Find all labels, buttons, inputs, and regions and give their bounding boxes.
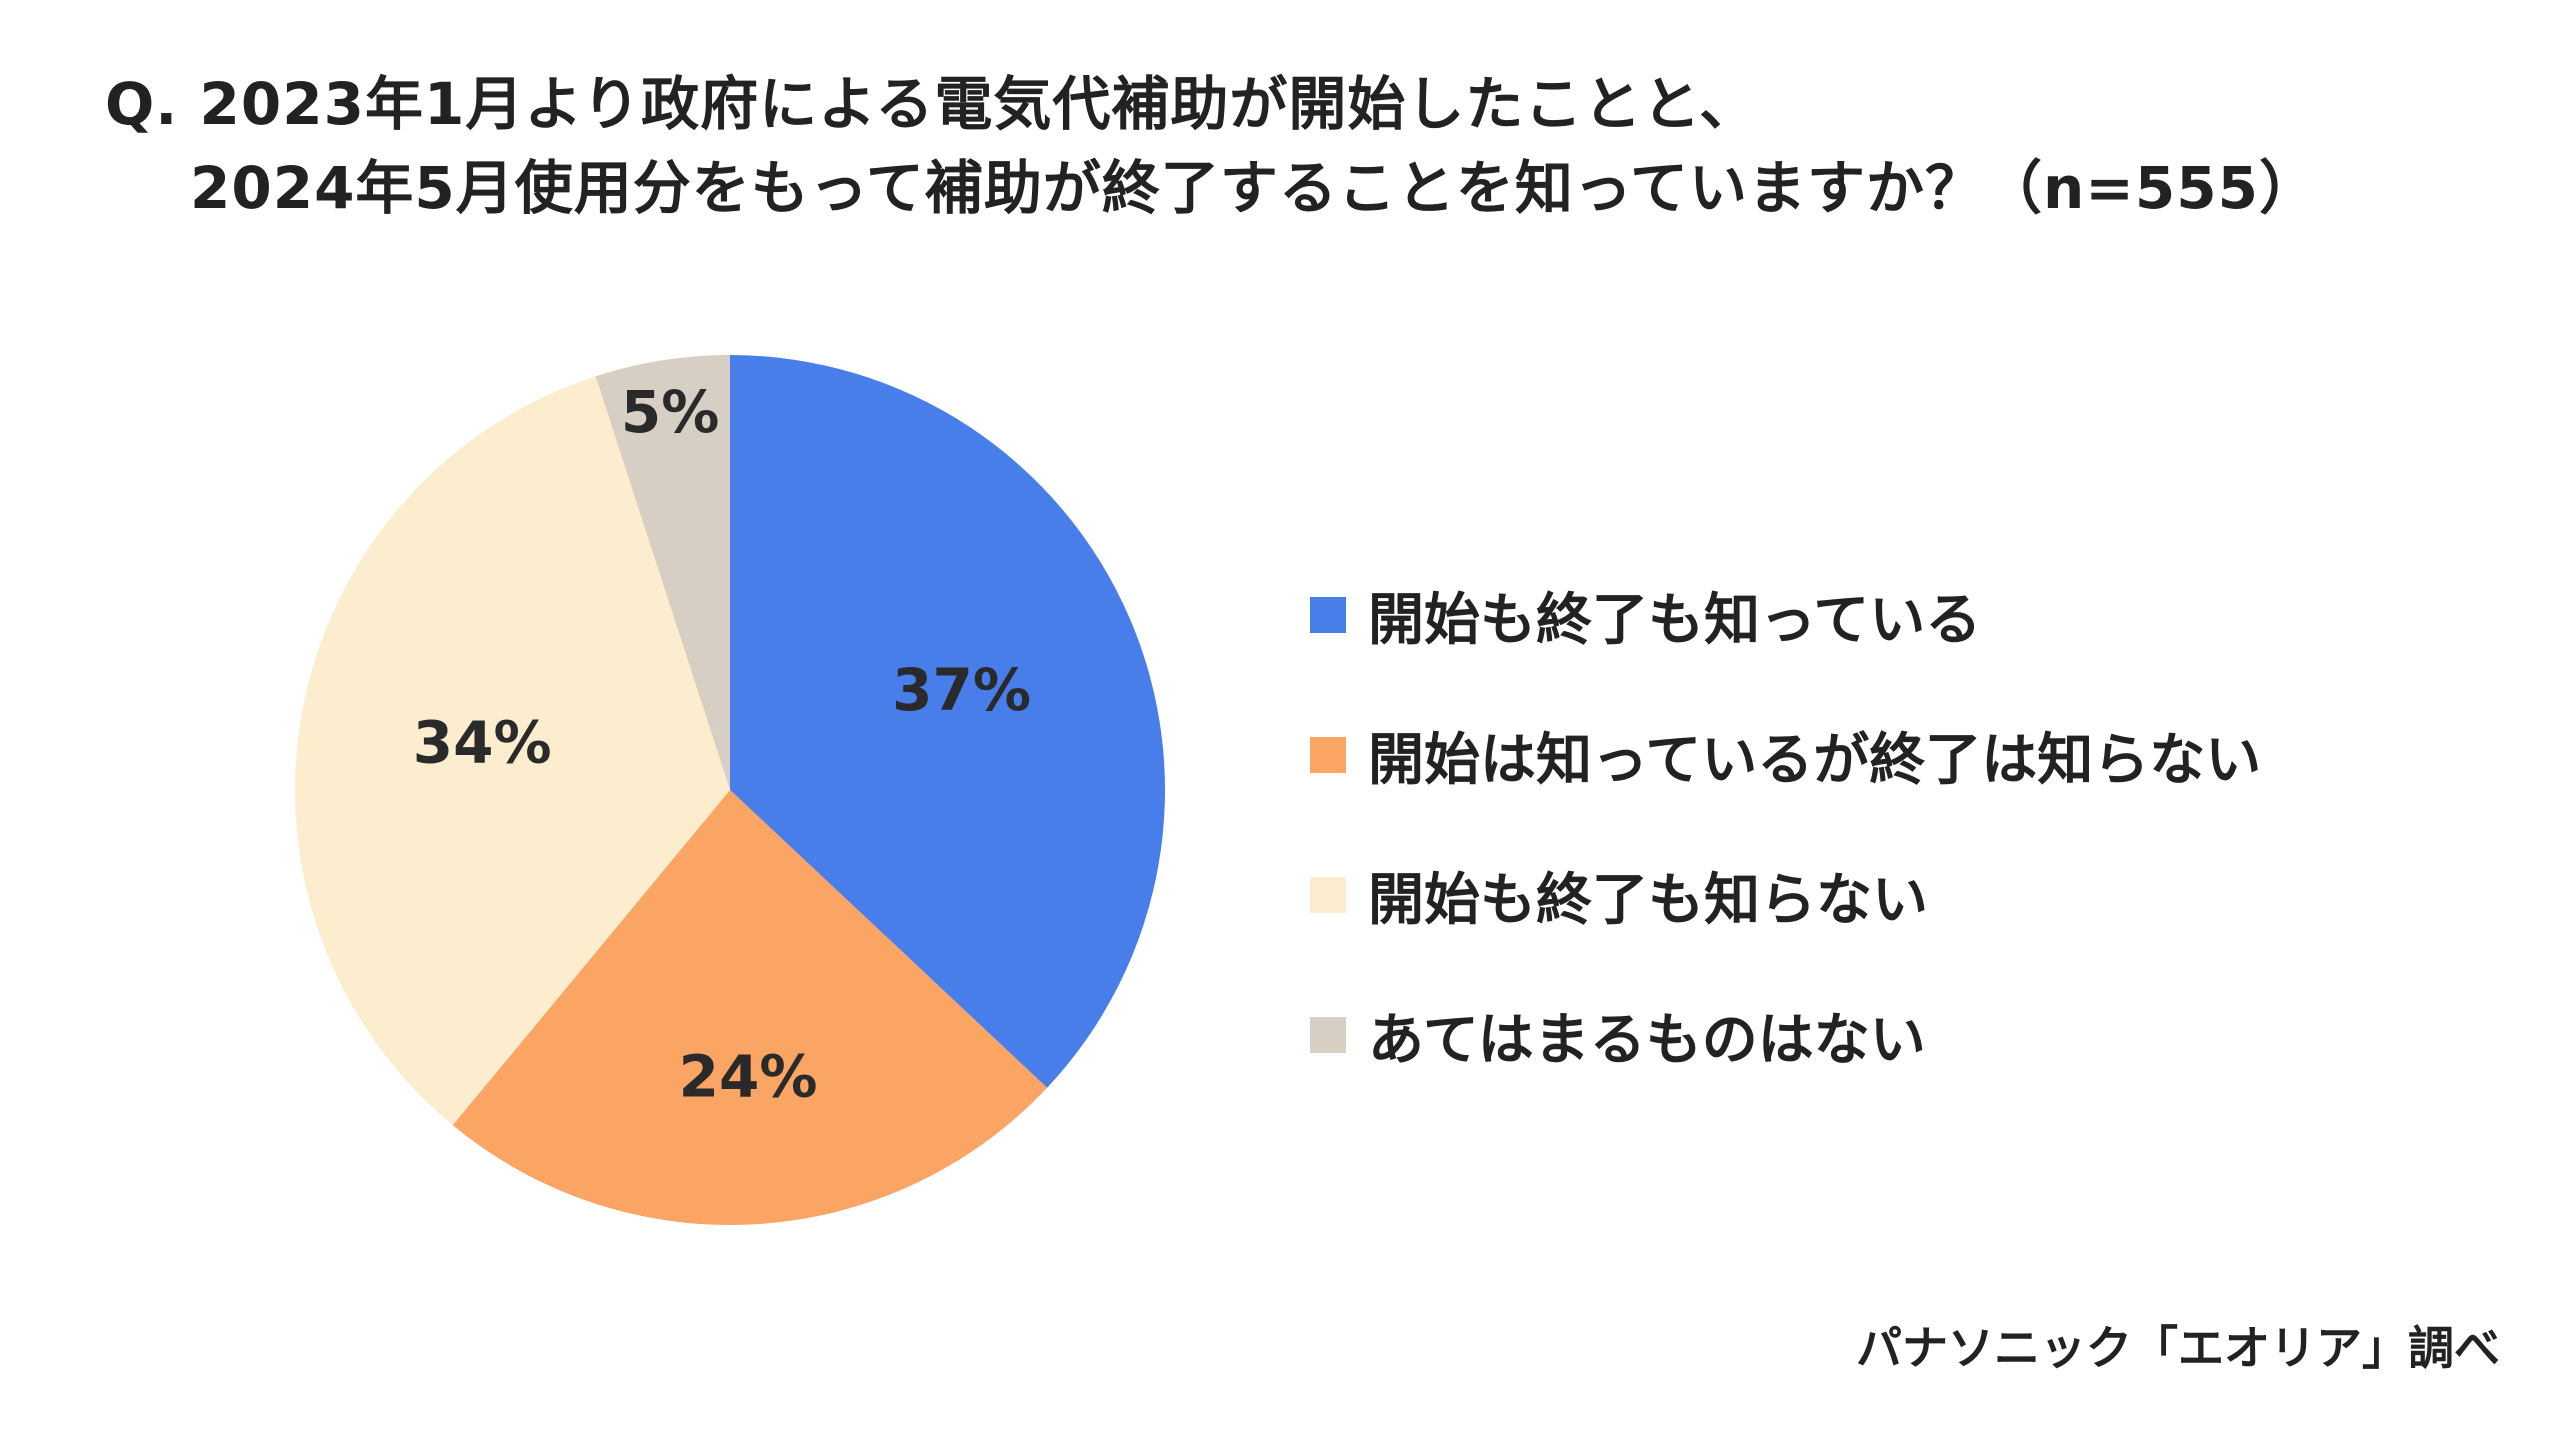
pie-slice-known-start-only — [452, 790, 1048, 1225]
legend-label-known-both: 開始も終了も知っている — [1368, 587, 1982, 653]
chart-title-line-2: 2024年5月使用分をもって補助が終了することを知っていますか？（n=555） — [190, 154, 2318, 222]
pie-label-known-neither: 34% — [413, 709, 552, 777]
pie-slice-none-apply — [595, 355, 730, 790]
pie-label-none-apply: 5% — [621, 378, 719, 446]
pie-slices — [295, 355, 1165, 1225]
legend-item-known-neither: 開始も終了も知らない — [1310, 825, 2540, 965]
pie-label-known-start-only: 24% — [679, 1043, 818, 1111]
pie-label-known-both: 37% — [892, 656, 1031, 724]
legend-label-none-apply: あてはまるものはない — [1368, 1007, 1926, 1073]
legend-item-none-apply: あてはまるものはない — [1310, 965, 2540, 1105]
source-note: パナソニック「エオリア」調べ — [1856, 1321, 2500, 1375]
chart-title-line-1: Q. 2023年1月より政府による電気代補助が開始したことと、 — [105, 70, 1759, 138]
legend-swatch-known-both — [1310, 597, 1346, 633]
legend-swatch-known-start-only — [1310, 737, 1346, 773]
chart-title: Q. 2023年1月より政府による電気代補助が開始したことと、 2024年5月使… — [105, 62, 2505, 230]
legend-item-known-start-only: 開始は知っているが終了は知らない — [1310, 685, 2540, 825]
pie-data-labels: 37% 24% 34% 5% — [413, 378, 1031, 1111]
legend-swatch-none-apply — [1310, 1017, 1346, 1053]
legend-label-known-start-only: 開始は知っているが終了は知らない — [1368, 727, 2262, 793]
pie-slice-known-both — [730, 355, 1165, 1088]
legend-label-known-neither: 開始も終了も知らない — [1368, 867, 1928, 933]
legend: 開始も終了も知っている 開始は知っているが終了は知らない 開始も終了も知らない … — [1310, 545, 2540, 1105]
legend-item-known-both: 開始も終了も知っている — [1310, 545, 2540, 685]
pie-slice-known-neither — [295, 376, 730, 1126]
legend-swatch-known-neither — [1310, 877, 1346, 913]
pie-chart: 37% 24% 34% 5% — [295, 355, 1165, 1225]
